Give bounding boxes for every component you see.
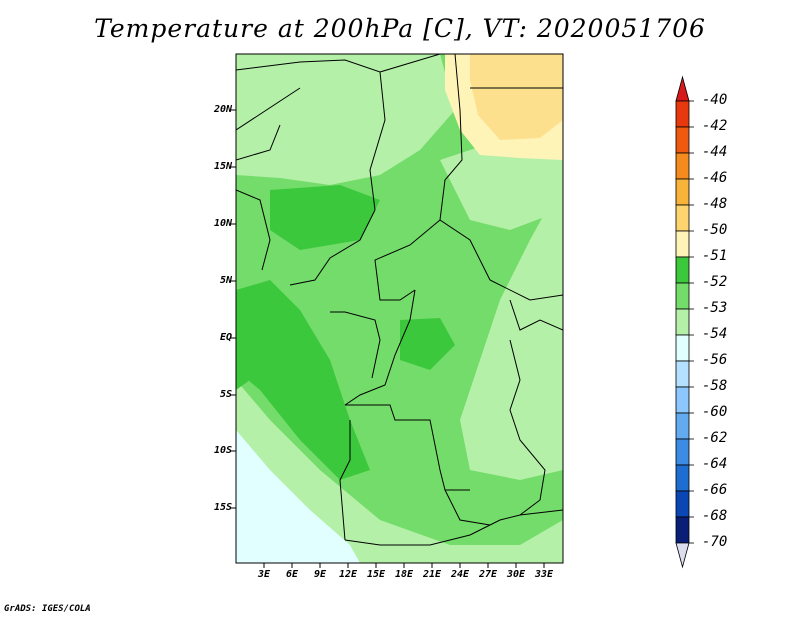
colorbar-label: -54 <box>702 326 728 342</box>
colorbar-label: -68 <box>702 508 728 524</box>
colorbar <box>675 75 694 569</box>
field-minus52-west <box>236 280 370 480</box>
colorbar-label: -64 <box>702 456 728 472</box>
lon-label: 6E <box>285 569 299 580</box>
colorbar-label: -62 <box>702 430 728 446</box>
colorbar-segment <box>675 256 690 284</box>
colorbar-label: -66 <box>702 482 728 498</box>
field-minus56 <box>236 430 360 563</box>
lon-label: 21E <box>422 569 442 580</box>
colorbar-segment <box>675 516 690 544</box>
lat-label: 20N <box>213 104 232 115</box>
field-minus50 <box>470 54 563 140</box>
lat-label: 10S <box>213 445 232 456</box>
colorbar-segment <box>675 204 690 232</box>
lat-label: 10N <box>213 218 232 229</box>
lon-label: 30E <box>506 569 526 580</box>
lat-label: 5S <box>219 389 232 400</box>
field-minus52-center <box>400 318 455 370</box>
axis-ticks <box>231 109 545 568</box>
lat-label: 15N <box>213 161 232 172</box>
colorbar-segment <box>675 75 690 102</box>
colorbar-segment <box>675 334 690 362</box>
colorbar-segment <box>675 438 690 466</box>
lat-label: 15S <box>213 502 232 513</box>
field-minus52-strip <box>236 300 262 390</box>
lon-label: 33E <box>534 569 554 580</box>
lat-label: 5N <box>219 275 232 286</box>
country-borders <box>236 54 563 546</box>
field-minus54-east <box>460 180 563 480</box>
colorbar-segment <box>675 178 690 206</box>
lon-label: 24E <box>450 569 470 580</box>
colorbar-label: -44 <box>702 144 728 160</box>
lon-label: 12E <box>338 569 358 580</box>
temperature-field <box>236 54 563 563</box>
colorbar-segment <box>675 152 690 180</box>
colorbar-label: -70 <box>702 534 728 550</box>
colorbar-segment <box>675 126 690 154</box>
colorbar-label: -48 <box>702 196 728 212</box>
colorbar-segment <box>675 100 690 128</box>
colorbar-label: -58 <box>702 378 728 394</box>
lon-label: 27E <box>478 569 498 580</box>
colorbar-segment <box>675 412 690 440</box>
colorbar-label: -60 <box>702 404 728 420</box>
colorbar-segment <box>675 464 690 492</box>
colorbar-label: -40 <box>702 92 728 108</box>
colorbar-label: -52 <box>702 274 728 290</box>
colorbar-label: -53 <box>702 300 728 316</box>
chart-title: Temperature at 200hPa [C], VT: 202005170… <box>94 14 706 43</box>
lat-label: EQ <box>219 332 232 343</box>
colorbar-segment <box>675 230 690 258</box>
colorbar-label: -50 <box>702 222 728 238</box>
colorbar-segment <box>675 308 690 336</box>
lon-label: 9E <box>313 569 327 580</box>
lon-label: 15E <box>366 569 386 580</box>
colorbar-segment <box>675 386 690 414</box>
map-frame <box>235 53 564 564</box>
colorbar-segment <box>675 542 690 569</box>
colorbar-segment <box>675 490 690 518</box>
field-minus54-north <box>236 54 455 185</box>
lon-label: 18E <box>394 569 414 580</box>
lon-label: 3E <box>257 569 271 580</box>
colorbar-label: -42 <box>702 118 728 134</box>
colorbar-segment <box>675 282 690 310</box>
field-minus52-north <box>270 185 380 250</box>
credit-text: GrADS: IGES/COLA <box>4 604 91 614</box>
colorbar-segment <box>675 360 690 388</box>
colorbar-label: -46 <box>702 170 728 186</box>
colorbar-label: -56 <box>702 352 728 368</box>
colorbar-label: -51 <box>702 248 728 264</box>
